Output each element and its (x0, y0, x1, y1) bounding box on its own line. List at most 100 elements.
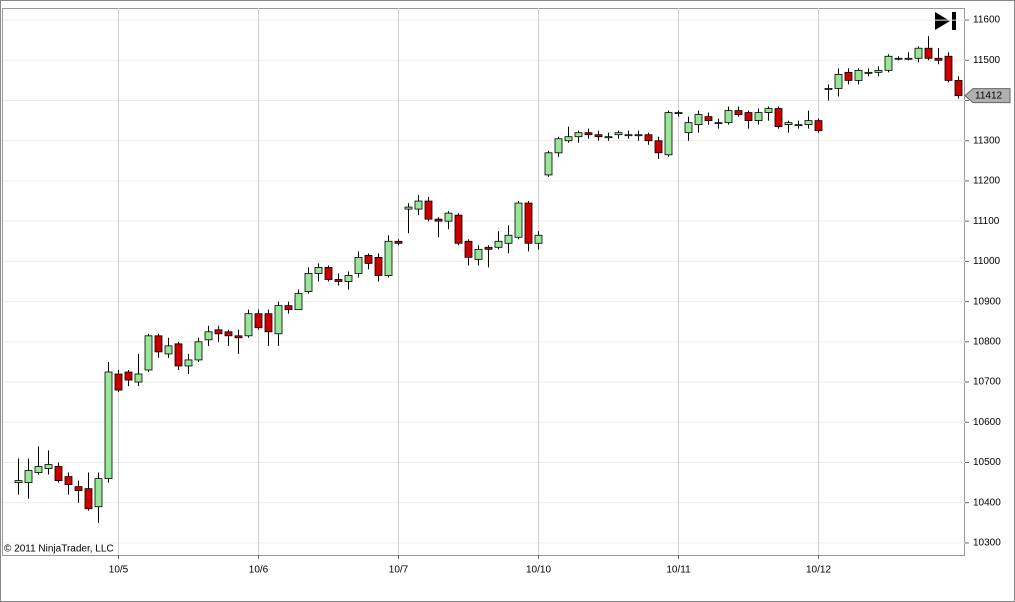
copyright: © 2011 NinjaTrader, LLC (4, 544, 114, 555)
candle-body (584, 132, 593, 136)
candle-body (364, 254, 373, 264)
candle-body (934, 57, 943, 61)
candle-body (264, 313, 273, 333)
candle-body (864, 71, 873, 74)
candle-body (154, 335, 163, 353)
candle-body (794, 124, 803, 127)
candle-body (694, 114, 703, 126)
candle-body (174, 343, 183, 367)
candle-body (784, 122, 793, 126)
candle-body (524, 202, 533, 244)
candle-body (294, 293, 303, 311)
candle-body (434, 218, 443, 222)
y-tick-label: 10800 (973, 336, 1001, 347)
candle-body (384, 240, 393, 276)
candle-body (464, 240, 473, 258)
candle-body (444, 212, 453, 222)
candle-body (314, 267, 323, 274)
candle-body (344, 275, 353, 282)
y-tick-label: 10300 (973, 538, 1001, 549)
candle-body (184, 359, 193, 367)
candle-body (54, 466, 63, 481)
y-tick-label: 10400 (973, 497, 1001, 508)
candle-body (634, 134, 643, 137)
candle-body (674, 112, 683, 114)
candle-body (624, 134, 633, 137)
candle-body (544, 152, 553, 176)
candle-body (734, 110, 743, 115)
y-tick-label: 10500 (973, 457, 1001, 468)
last-price-marker (964, 88, 1011, 104)
candle-body (144, 335, 153, 371)
candle-body (484, 246, 493, 250)
y-tick-label: 11000 (973, 256, 1001, 267)
candle-body (554, 138, 563, 154)
candle-body (504, 234, 513, 244)
plot-frame (2, 8, 965, 556)
candle-body (254, 313, 263, 329)
x-tick-label: 10/11 (666, 565, 691, 576)
candle-body (334, 279, 343, 282)
y-tick-label: 11500 (973, 55, 1001, 66)
candle-body (824, 88, 833, 90)
candle-body (414, 200, 423, 210)
candle-body (724, 110, 733, 124)
candle-body (874, 69, 883, 73)
x-tick-label: 10/7 (389, 565, 409, 576)
candle-body (894, 57, 903, 60)
candle-body (764, 108, 773, 113)
y-tick-label: 11600 (973, 15, 1001, 26)
candle-body (924, 47, 933, 59)
candle-body (604, 136, 613, 139)
candle-body (804, 120, 813, 126)
candle-body (904, 57, 913, 60)
candle-body (754, 112, 763, 122)
candle-body (814, 120, 823, 132)
candle-body (714, 122, 723, 125)
candle-body (214, 329, 223, 335)
candle-body (564, 136, 573, 142)
candle-body (164, 345, 173, 355)
candle-body (954, 79, 963, 97)
candle-body (124, 371, 133, 381)
candle-body (454, 214, 463, 244)
x-tick-label: 10/10 (526, 565, 551, 576)
candle-body (844, 71, 853, 81)
candle-body (114, 373, 123, 391)
candle-body (644, 134, 653, 142)
candle-body (324, 267, 333, 280)
candle-body (944, 55, 953, 81)
candle-body (474, 248, 483, 260)
candle-body (494, 240, 503, 248)
y-tick-label: 11300 (973, 135, 1001, 146)
y-tick-label: 10900 (973, 296, 1001, 307)
candle-body (34, 466, 43, 473)
candle-body (574, 132, 583, 138)
candle-body (304, 273, 313, 292)
candle-body (424, 200, 433, 220)
candle-body (354, 256, 363, 274)
candle-body (104, 371, 113, 479)
candle-body (394, 240, 403, 244)
candle-body (654, 140, 663, 154)
candle-body (374, 256, 383, 276)
candle-body (404, 206, 413, 210)
candle-body (134, 373, 143, 383)
candle-body (614, 132, 623, 136)
candle-body (834, 73, 843, 89)
scroll-end-icon[interactable] (935, 12, 956, 30)
x-tick-label: 10/12 (806, 565, 831, 576)
candle-body (44, 464, 53, 469)
candle-body (284, 305, 293, 311)
candle-body (94, 478, 103, 508)
candle-body (534, 234, 543, 244)
candle-body (774, 108, 783, 128)
candle-body (234, 335, 243, 339)
candle-body (514, 202, 523, 238)
y-tick-label: 10700 (973, 377, 1001, 388)
x-tick-label: 10/5 (109, 565, 129, 576)
candle-body (224, 331, 233, 337)
candle-body (204, 331, 213, 341)
